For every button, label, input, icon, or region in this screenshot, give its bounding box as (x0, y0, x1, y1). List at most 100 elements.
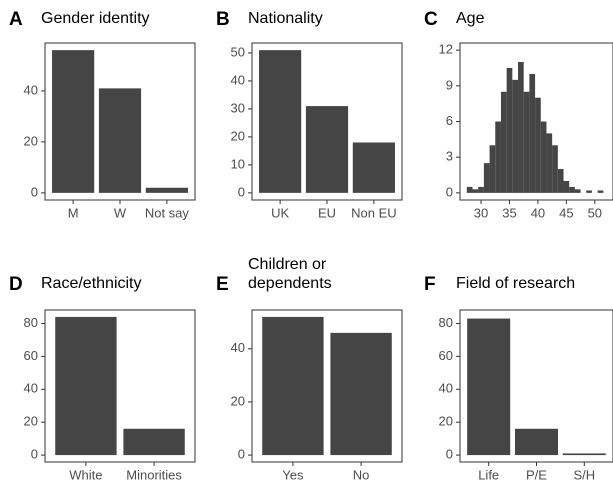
title-wrap: Field of research (456, 235, 606, 295)
histogram-bar (540, 121, 547, 193)
y-tick-label: 3 (446, 149, 453, 164)
y-tick-label: 30 (231, 100, 245, 115)
histogram-bar (574, 189, 581, 193)
x-tick-label: S/H (573, 467, 595, 482)
panel-title: Field of research (456, 275, 576, 292)
panel-border (44, 309, 196, 463)
histogram-bar (489, 145, 496, 193)
histogram-bar (483, 163, 490, 193)
y-tick-label: 40 (24, 381, 38, 396)
title-wrap: Race/ethnicity (41, 235, 191, 295)
y-tick-label: 0 (31, 184, 38, 199)
x-tick-label: UK (271, 205, 289, 220)
panel: D Race/ethnicity 0 20 40 60 80 White Minorities (9, 235, 196, 482)
bar (123, 428, 185, 456)
x-tick-label: EU (318, 205, 336, 220)
panel-border (44, 42, 196, 201)
y-tick-label: 40 (439, 381, 453, 396)
y-tick-label: 40 (231, 72, 245, 87)
bar (352, 142, 395, 193)
histogram-bar (472, 189, 479, 193)
x-tick-label: Yes (282, 467, 304, 482)
panel: A Gender identity 0 20 40 M W Not say (9, 0, 196, 220)
panel-title-box: Gender identity (41, 0, 191, 30)
histogram-bar (518, 62, 524, 193)
x-tick-label: Not say (145, 205, 190, 220)
panel-letter: B (216, 9, 230, 30)
panel: C Age 0 3 6 9 12 30 35 40 45 50 (424, 0, 613, 220)
y-tick-label: 80 (439, 315, 453, 330)
histogram-bar (506, 67, 513, 193)
panel: B Nationality 0 10 20 30 40 50 UK EU Non EU (216, 0, 403, 220)
histogram-bar (466, 186, 473, 193)
bar (562, 453, 606, 456)
y-tick-label: 0 (238, 184, 245, 199)
bar (259, 50, 302, 193)
panel-title: Race/ethnicity (41, 275, 142, 292)
y-tick-label: 20 (24, 414, 38, 429)
panel-title: Children or dependents (248, 256, 332, 292)
panel-letter: F (424, 274, 436, 295)
x-tick-label: M (68, 205, 79, 220)
title-wrap: Nationality (248, 0, 398, 30)
y-tick-label: 20 (439, 414, 453, 429)
panel-title-box: Field of research (456, 235, 606, 295)
bar (262, 316, 324, 456)
y-tick-label: 50 (231, 44, 245, 59)
x-tick-label: White (69, 467, 102, 482)
panel-title: Gender identity (41, 10, 150, 27)
panel-title-box: Age (456, 0, 606, 30)
panel-letter: D (9, 274, 23, 295)
panel-letter: A (9, 9, 23, 30)
y-tick-label: 60 (439, 348, 453, 363)
bar (55, 316, 117, 456)
y-tick-label: 0 (446, 447, 453, 462)
x-tick-label: 40 (531, 205, 545, 220)
histogram-bar (586, 190, 592, 193)
y-tick-label: 80 (24, 315, 38, 330)
y-tick-label: 6 (446, 113, 453, 128)
histogram-bar (523, 91, 530, 193)
x-tick-label: No (353, 467, 370, 482)
x-tick-label: Life (478, 467, 499, 482)
panel-border (459, 42, 613, 201)
panel: E Children or dependents 0 20 40 Yes No (216, 235, 403, 482)
histogram-bar (563, 180, 570, 193)
y-tick-label: 40 (231, 340, 245, 355)
bar (98, 88, 142, 193)
y-tick-label: 0 (446, 184, 453, 199)
y-tick-label: 40 (24, 82, 38, 97)
histogram-bar (529, 73, 536, 193)
histogram-bar (495, 121, 501, 193)
y-tick-label: 0 (238, 447, 245, 462)
histogram-bar (569, 186, 575, 193)
panel: F Field of research 0 20 40 60 80 Life P/E S/H (424, 235, 613, 482)
y-tick-label: 20 (231, 128, 245, 143)
panel-title-box: Race/ethnicity (41, 235, 191, 295)
x-tick-label: 35 (502, 205, 516, 220)
histogram-bar (500, 91, 507, 193)
histogram-bar (597, 190, 604, 193)
panel-title-box: Nationality (248, 0, 398, 30)
x-tick-label: Non EU (351, 205, 397, 220)
y-tick-label: 20 (231, 393, 245, 408)
panel-border (459, 309, 613, 463)
y-tick-label: 10 (231, 156, 245, 171)
panel-border (251, 309, 403, 463)
panel-title: Nationality (248, 10, 323, 27)
histogram-bar (512, 79, 519, 193)
y-tick-label: 9 (446, 77, 453, 92)
x-tick-label: W (114, 205, 127, 220)
bar (330, 332, 392, 456)
panel-letter: C (424, 9, 438, 30)
title-wrap: Gender identity (41, 0, 191, 30)
bar (52, 50, 95, 193)
title-wrap: Age (456, 0, 606, 30)
bar (145, 187, 188, 193)
histogram-bar (535, 97, 541, 193)
y-tick-label: 60 (24, 348, 38, 363)
panel-letter: E (216, 274, 229, 295)
title-wrap: Children or dependents (248, 235, 398, 295)
x-tick-label: 45 (559, 205, 573, 220)
